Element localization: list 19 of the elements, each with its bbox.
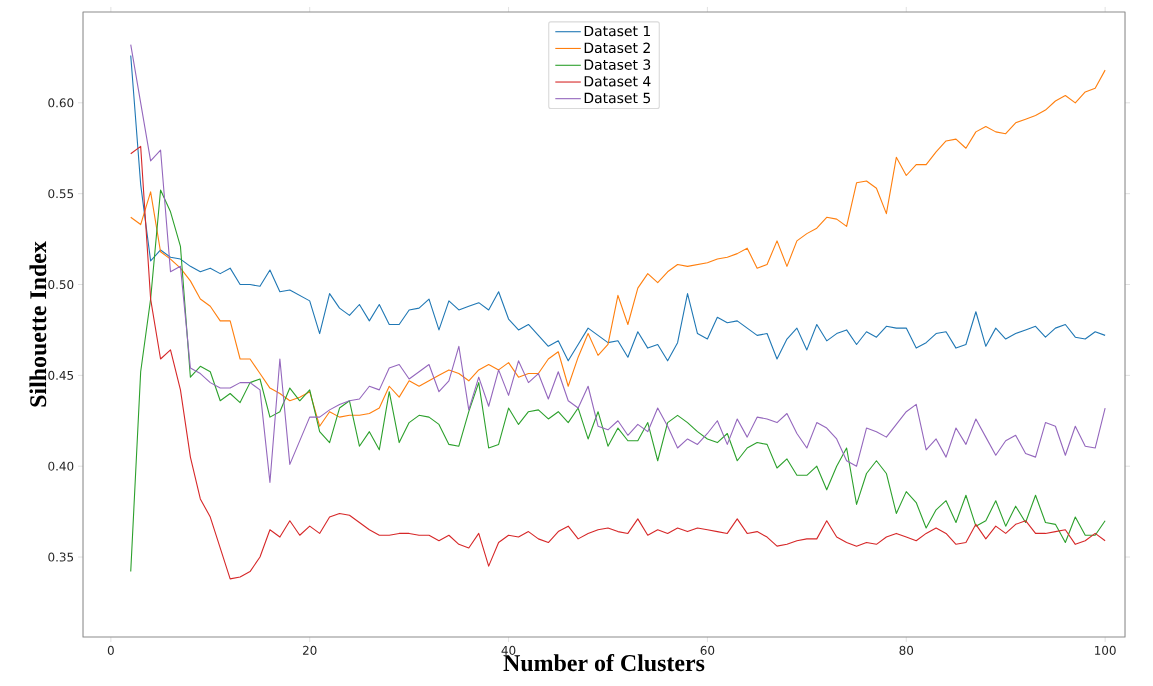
y-tick-label: 0.40 (48, 461, 74, 471)
legend-label: Dataset 5 (584, 92, 651, 104)
y-tick-label: 0.50 (48, 279, 74, 290)
legend-label: Dataset 4 (584, 76, 651, 87)
x-tick-label: 0 (107, 645, 114, 655)
legend-label: Dataset 3 (584, 59, 651, 70)
y-tick-label: 0.35 (48, 552, 74, 562)
y-tick-label: 0.45 (48, 370, 74, 380)
legend-label: Dataset 1 (584, 25, 650, 37)
x-axis-title: Number of Clusters (503, 654, 705, 672)
x-tick-label: 40 (501, 645, 516, 655)
x-tick-label: 100 (1095, 645, 1116, 655)
legend-label: Dataset 2 (584, 42, 650, 54)
y-axis-title: Silhouette Index (29, 241, 47, 407)
x-tick-label: 20 (302, 645, 317, 655)
x-tick-label: 60 (700, 645, 715, 655)
y-tick-label: 0.60 (48, 98, 74, 108)
x-tick-label: 80 (899, 645, 914, 655)
y-tick-label: 0.55 (48, 189, 74, 199)
